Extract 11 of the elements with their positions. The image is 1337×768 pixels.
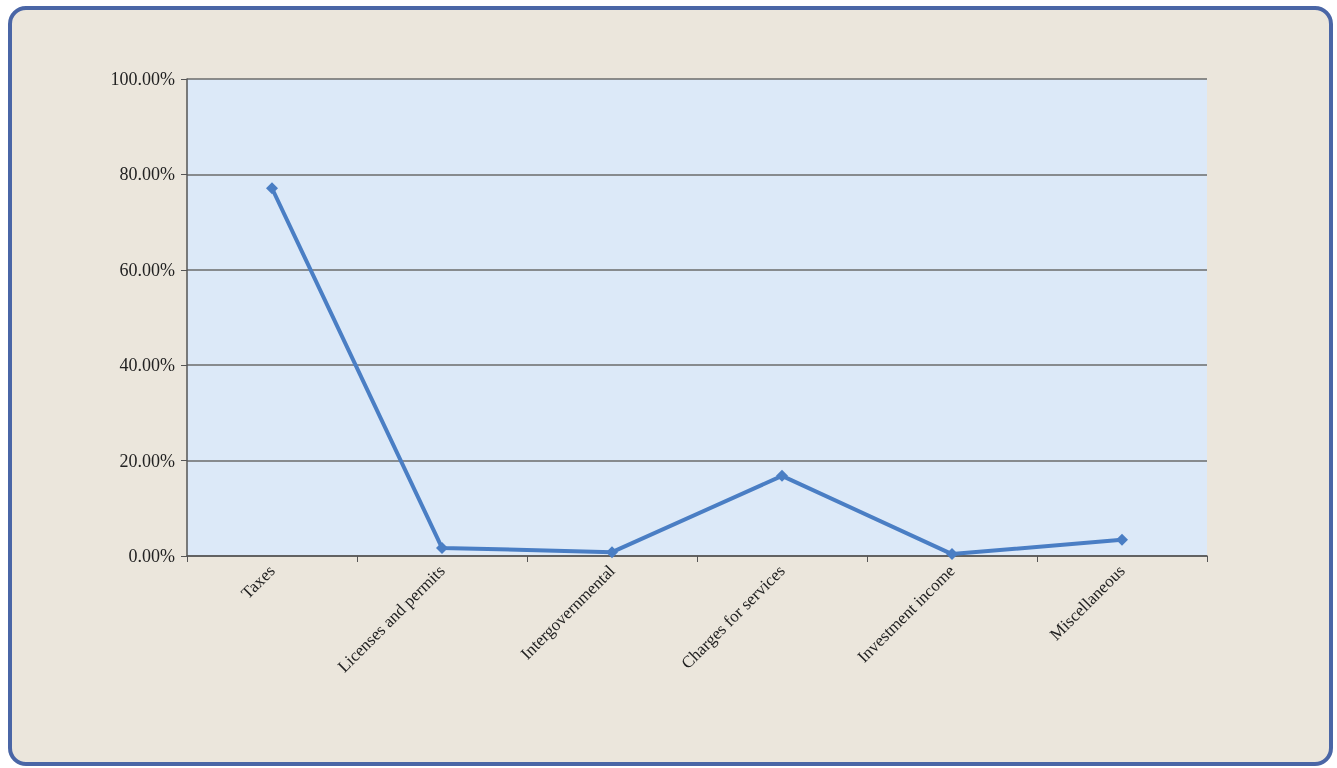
y-tick-label: 80.00% bbox=[119, 164, 175, 185]
point bbox=[946, 548, 958, 561]
point bbox=[776, 469, 788, 482]
point bbox=[436, 541, 448, 554]
y-tick-label: 0.00% bbox=[128, 546, 175, 566]
y-tick-label: 60.00% bbox=[119, 259, 175, 280]
y-tick-label: 20.00% bbox=[119, 450, 175, 471]
y-tick-label: 40.00% bbox=[119, 355, 175, 376]
point bbox=[266, 182, 278, 195]
y-tick-label: 100.00% bbox=[110, 69, 175, 89]
point bbox=[1116, 533, 1128, 546]
